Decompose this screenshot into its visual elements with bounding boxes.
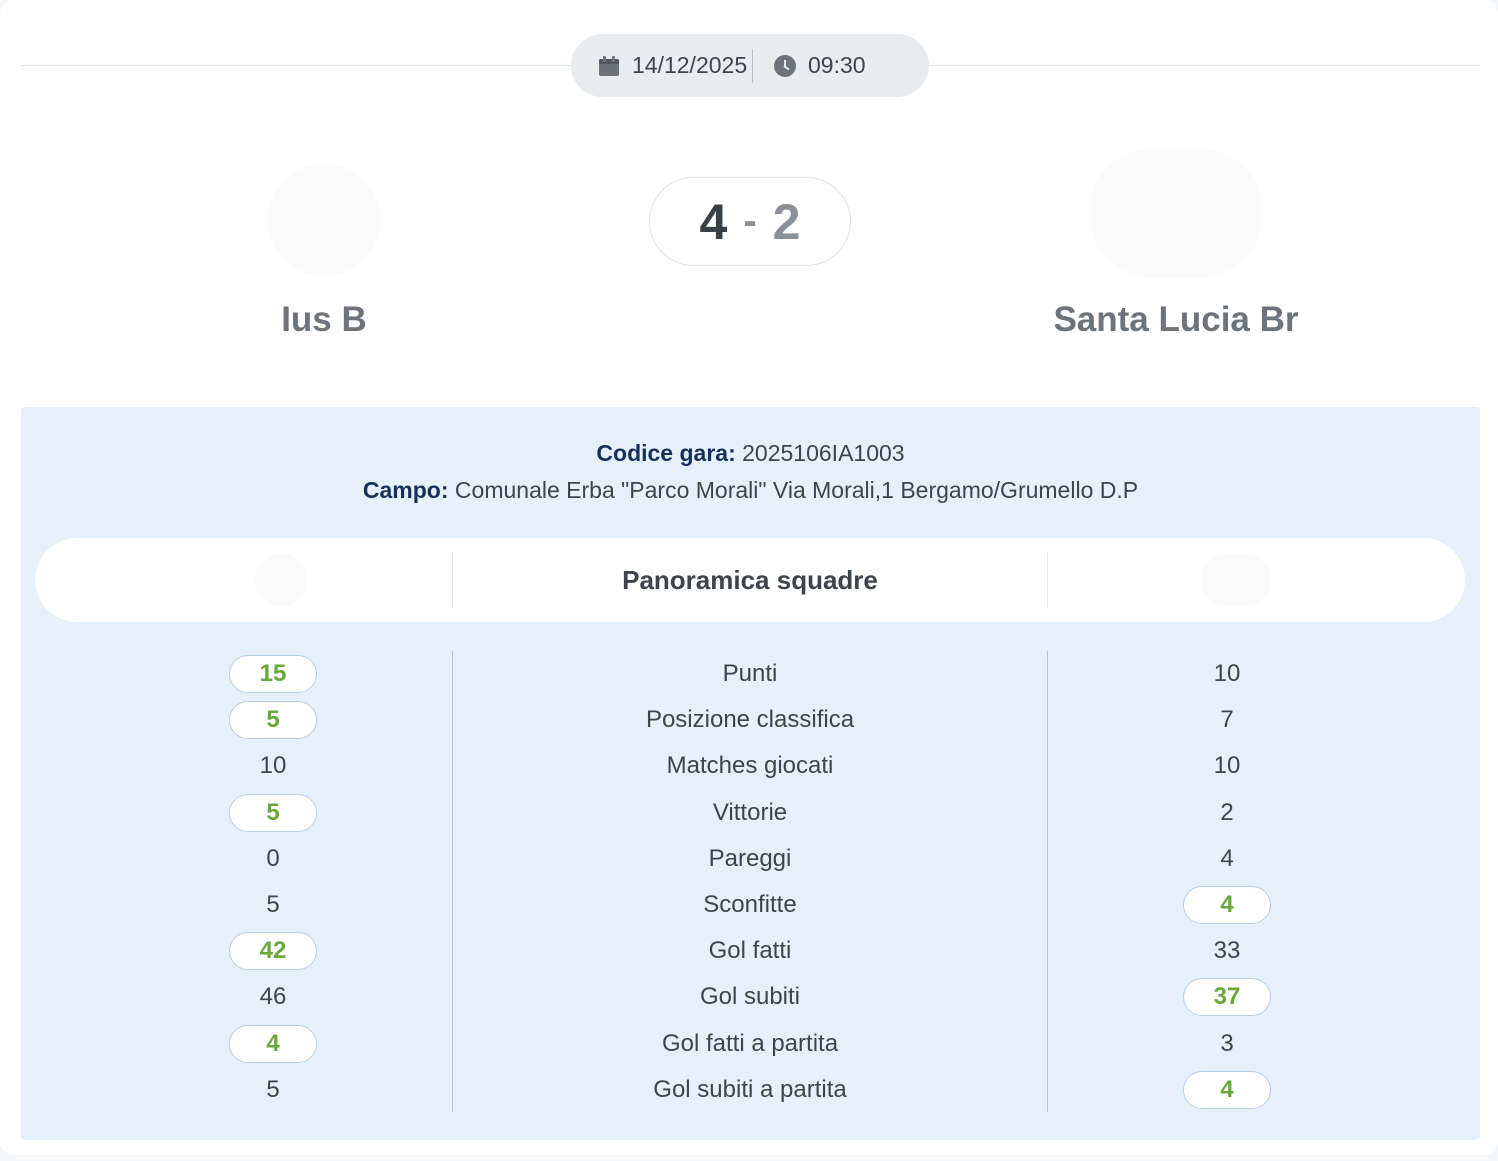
match-time-text: 09:30	[808, 52, 866, 78]
away-stat-value: 10	[1213, 752, 1241, 780]
overview-home-logo	[255, 554, 307, 606]
home-stat-value: 10	[259, 752, 287, 780]
home-stat-value: 5	[229, 701, 317, 740]
match-field-value: Comunale Erba "Parco Morali" Via Morali,…	[454, 477, 1139, 503]
match-info-panel: Codice gara: 2025106IA1003 Campo: Comuna…	[21, 407, 1480, 1140]
match-date-text: 14/12/2025	[632, 52, 748, 78]
overview-away-logo	[1201, 554, 1271, 606]
stat-label: Gol subiti a partita	[653, 1075, 847, 1103]
home-stat-value: 4	[229, 1024, 317, 1063]
stat-row: 42 Gol fatti 33	[21, 928, 1480, 974]
stat-label: Vittorie	[712, 798, 788, 826]
match-date: 14/12/2025	[571, 34, 752, 97]
overview-divider-right	[1047, 552, 1048, 608]
match-field-label: Campo:	[362, 477, 449, 503]
home-stat-value: 5	[229, 793, 317, 832]
stat-row: 4 Gol fatti a partita 3	[21, 1021, 1480, 1067]
away-stat-value: 33	[1213, 937, 1241, 965]
stat-row: 5 Posizione classifica 7	[21, 697, 1480, 743]
match-code: Codice gara: 2025106IA1003	[21, 440, 1480, 467]
stat-row: 5 Vittorie 2	[21, 790, 1480, 836]
away-stat-value: 3	[1220, 1029, 1234, 1057]
home-team-logo[interactable]	[268, 164, 380, 276]
stat-label: Sconfitte	[703, 890, 797, 918]
away-stat-value: 4	[1183, 1070, 1271, 1109]
stats-divider-right	[1047, 651, 1048, 1112]
away-stat-value: 4	[1183, 885, 1271, 924]
home-stat-value: 0	[266, 844, 280, 872]
team-overview-header: Panoramica squadre	[35, 538, 1465, 622]
away-stat-value: 7	[1220, 706, 1234, 734]
home-stat-value: 42	[229, 932, 317, 971]
stat-label: Gol fatti	[708, 937, 792, 965]
home-score: 4	[699, 193, 728, 250]
away-team-logo[interactable]	[1092, 148, 1260, 278]
away-stat-value: 10	[1213, 660, 1241, 687]
stat-row: 5 Sconfitte 4	[21, 882, 1480, 928]
match-field: Campo: Comunale Erba "Parco Morali" Via …	[21, 477, 1480, 504]
stat-label: Gol fatti a partita	[661, 1029, 839, 1057]
stat-row: 5 Gol subiti a partita 4	[21, 1067, 1480, 1113]
home-stat-value: 5	[266, 890, 280, 918]
stat-label: Pareggi	[708, 844, 792, 872]
home-stat-value: 46	[259, 983, 287, 1011]
calendar-icon	[598, 55, 620, 77]
stats-divider-left	[452, 651, 453, 1112]
stats-table: 15 Punti 10 5 Posizione classifica 7 10 …	[21, 651, 1480, 1113]
away-score: 2	[772, 193, 801, 250]
stat-label: Punti	[722, 660, 778, 687]
away-stat-value: 4	[1220, 844, 1234, 872]
overview-title: Panoramica squadre	[622, 565, 878, 595]
datetime-divider	[752, 48, 753, 83]
away-team-name[interactable]: Santa Lucia Br	[1053, 300, 1299, 339]
datetime-pill: 14/12/2025 09:30	[571, 34, 929, 97]
match-code-label: Codice gara:	[596, 440, 736, 466]
overview-divider-left	[452, 552, 453, 608]
stat-row: 10 Matches giocati 10	[21, 743, 1480, 789]
clock-icon	[774, 54, 796, 77]
score-separator: -	[743, 199, 757, 243]
home-stat-value: 5	[266, 1075, 280, 1103]
match-code-value: 2025106IA1003	[742, 440, 905, 466]
home-stat-value: 15	[229, 655, 317, 693]
away-stat-value: 2	[1220, 798, 1234, 826]
stat-label: Matches giocati	[666, 752, 834, 780]
score-pill: 4 - 2	[649, 177, 851, 266]
match-time: 09:30	[753, 34, 866, 97]
home-team-name[interactable]: Ius B	[281, 300, 367, 339]
away-stat-value: 37	[1183, 978, 1271, 1017]
stat-row: 0 Pareggi 4	[21, 836, 1480, 882]
stat-row: 46 Gol subiti 37	[21, 974, 1480, 1020]
stat-label: Gol subiti	[699, 983, 801, 1011]
stat-row: 15 Punti 10	[21, 651, 1480, 697]
stat-label: Posizione classifica	[645, 706, 855, 734]
